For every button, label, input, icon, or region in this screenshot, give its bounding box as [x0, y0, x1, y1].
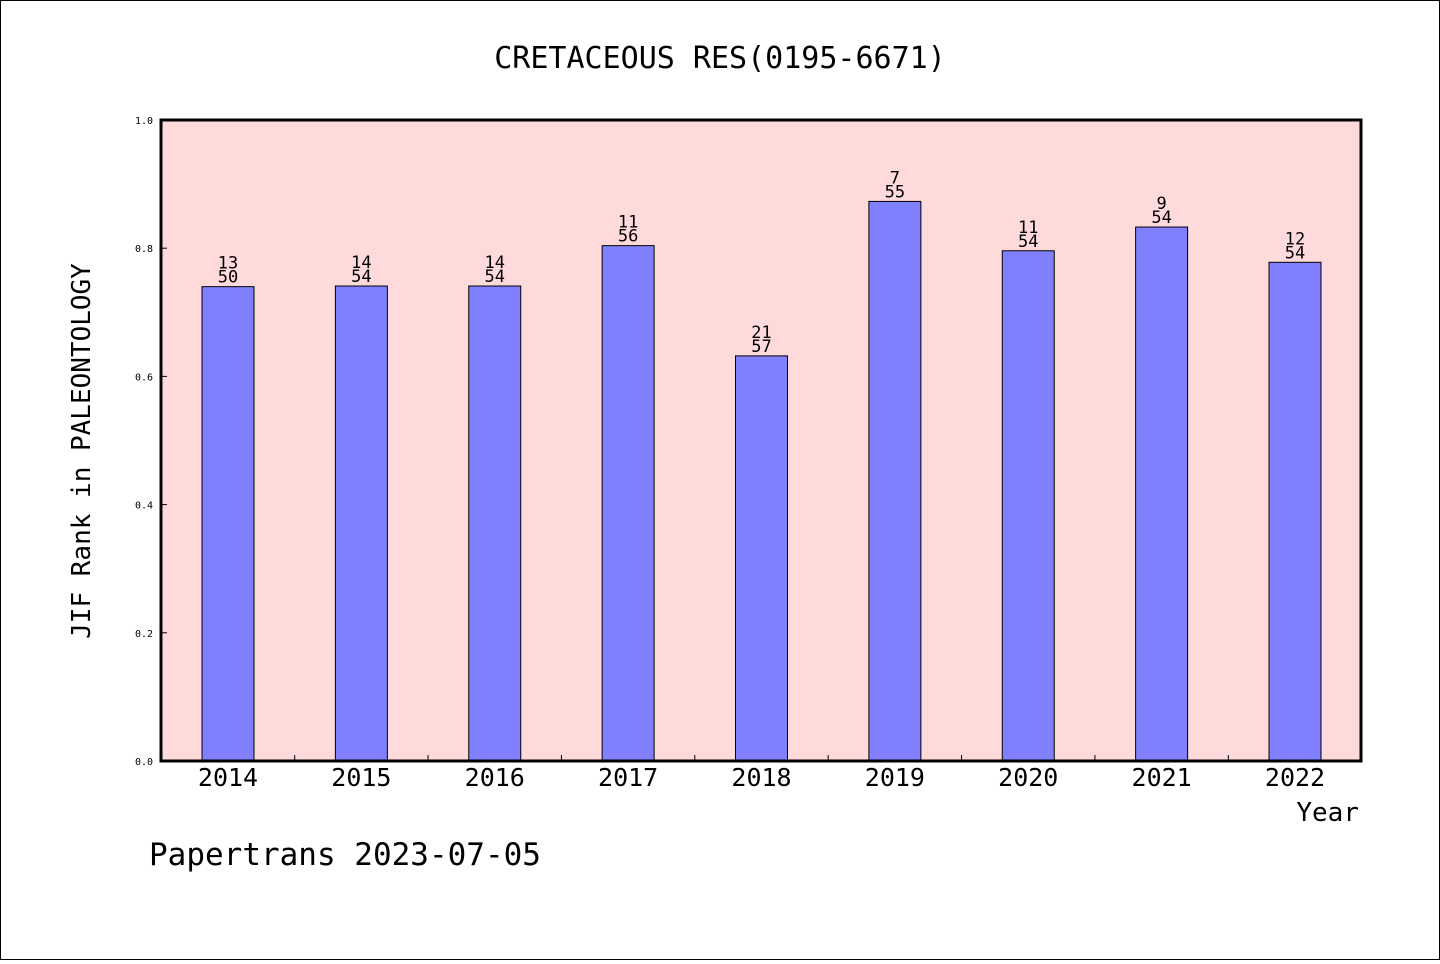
rank-label-2021: 9: [1157, 194, 1167, 214]
x-axis: 2014 2015 2016 2017 2018 2019 2020 2021 2022: [198, 755, 1325, 792]
total-label-2015: 54: [351, 267, 371, 287]
total-label-2014: 50: [218, 268, 238, 288]
x-tick-label-2015: 2015: [331, 763, 391, 792]
bar-2019: [868, 200, 922, 762]
rank-label-2016: 14: [485, 253, 505, 273]
bar-2016: [468, 285, 522, 762]
y-tick-label: 1.0: [135, 116, 153, 127]
rank-label-2019: 7: [890, 168, 900, 188]
rank-label-2022: 12: [1285, 229, 1305, 249]
y-tick-label: 0.8: [135, 244, 153, 255]
bars: [201, 200, 1322, 762]
x-tick-label-2014: 2014: [198, 763, 258, 792]
rank-label-2020: 11: [1018, 218, 1038, 238]
x-tick-label-2020: 2020: [998, 763, 1058, 792]
rank-label-2015: 14: [351, 253, 371, 273]
y-tick-label: 0.0: [135, 757, 153, 768]
total-label-2019: 55: [885, 182, 905, 202]
bar-2021: [1135, 226, 1189, 762]
total-label-2020: 54: [1018, 232, 1038, 252]
total-label-2017: 56: [618, 227, 638, 247]
plot-border: [159, 118, 1363, 763]
total-label-2022: 54: [1285, 243, 1305, 263]
bar-2014: [201, 286, 255, 762]
x-tick-label-2016: 2016: [465, 763, 525, 792]
bar-2018: [735, 355, 788, 762]
y-tick-label: 0.2: [135, 629, 153, 640]
bar-2015: [334, 285, 388, 762]
x-tick-label-2022: 2022: [1265, 763, 1325, 792]
rank-label-2018: 21: [751, 323, 771, 343]
y-tick-label: 0.4: [135, 501, 153, 512]
x-tick-label-2017: 2017: [598, 763, 658, 792]
x-axis-label: Year: [1296, 798, 1359, 828]
x-tick-label-2019: 2019: [865, 763, 925, 792]
y-tick-label: 0.6: [135, 372, 153, 383]
x-tick-label-2018: 2018: [731, 763, 791, 792]
rank-label-2014: 13: [218, 254, 238, 274]
total-label-2018: 57: [751, 337, 771, 357]
rank-label-2017: 11: [618, 213, 638, 233]
chart-title: CRETACEOUS RES(0195-6671): [494, 41, 946, 76]
y-axis-label: JIF Rank in PALEONTOLOGY: [67, 263, 97, 639]
bar-2020: [1001, 250, 1055, 762]
bar-2022: [1268, 261, 1322, 762]
footer-text: Papertrans 2023-07-05: [149, 837, 541, 873]
total-label-2021: 54: [1151, 208, 1171, 228]
total-label-2016: 54: [485, 267, 505, 287]
bar-2017: [601, 245, 655, 762]
x-tick-label-2021: 2021: [1132, 763, 1192, 792]
